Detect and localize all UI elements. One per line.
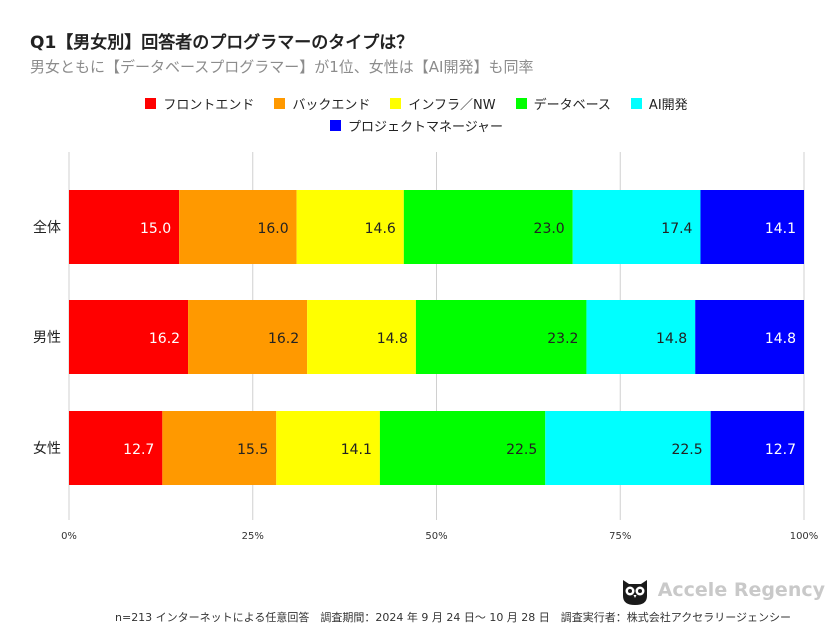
brand-logo: Accele Regency (620, 574, 825, 606)
legend-row-2: プロジェクトマネージャー (0, 116, 833, 135)
bar-segment (415, 300, 587, 374)
bar-segment (179, 190, 297, 264)
bar-segment (710, 411, 804, 485)
data-label: 14.8 (656, 331, 687, 347)
category-label: 女性 (33, 440, 61, 457)
legend-label: フロントエンド (163, 98, 255, 113)
legend-label: バックエンド (292, 98, 371, 113)
chart-title: Q1【男女別】回答者のプログラマーのタイプは？ (30, 33, 414, 53)
x-tick-label: 100% (790, 531, 819, 542)
data-label: 17.4 (661, 221, 692, 237)
legend-swatch (515, 98, 527, 109)
category-label: 全体 (33, 219, 61, 236)
legend-swatch (630, 98, 642, 109)
data-label: 22.5 (671, 442, 702, 458)
bar-segment (403, 190, 573, 264)
bar-segment (700, 190, 804, 264)
data-label: 12.7 (123, 442, 154, 458)
bar-segment (69, 411, 163, 485)
bar-segment (586, 300, 696, 374)
survey-note: n=213 インターネットによる任意回答 調査期間：2024 年 9 月 24 … (115, 611, 792, 624)
legend-label: プロジェクトマネージャー (347, 120, 504, 135)
bar-segment (162, 411, 277, 485)
data-label: 23.0 (534, 221, 565, 237)
bar-segment (572, 190, 701, 264)
data-label: 16.2 (268, 331, 299, 347)
bar-segment (69, 300, 189, 374)
data-label: 14.6 (365, 221, 396, 237)
data-label: 16.2 (149, 331, 180, 347)
legend-swatch (329, 120, 341, 131)
legend-swatch (390, 98, 402, 109)
data-label: 15.5 (237, 442, 268, 458)
legend-label: AI開発 (648, 98, 688, 113)
data-label: 14.8 (377, 331, 408, 347)
legend-item: インフラ／NW (390, 94, 496, 113)
data-label: 23.2 (547, 331, 578, 347)
bar-segment (307, 300, 416, 374)
data-label: 14.8 (765, 331, 796, 347)
legend-item: フロントエンド (145, 94, 254, 113)
bar-segment (379, 411, 546, 485)
data-label: 15.0 (140, 221, 171, 237)
x-tick-label: 50% (425, 531, 447, 542)
bar-segment (695, 300, 804, 374)
legend-swatch (274, 98, 286, 109)
legend-item: バックエンド (274, 94, 370, 113)
legend-label: インフラ／NW (408, 98, 496, 113)
legend-row-1: フロントエンド バックエンド インフラ／NW データベース AI開発 (0, 94, 833, 113)
legend-item: AI開発 (630, 94, 688, 113)
bar-segment (276, 411, 380, 485)
legend-item: データベース (515, 94, 611, 113)
data-label: 16.0 (257, 221, 288, 237)
bar-segment (296, 190, 404, 264)
brand-name: Accele Regency (657, 579, 825, 601)
category-label: 男性 (33, 330, 61, 346)
chart-subtitle: 男女ともに【データベースプログラマー】が1位、女性は【AI開発】も同率 (30, 58, 534, 76)
x-tick-label: 0% (61, 531, 77, 542)
data-label: 14.1 (341, 442, 372, 458)
owl-icon (622, 580, 647, 605)
legend-item: プロジェクトマネージャー (329, 116, 504, 135)
data-label: 22.5 (506, 442, 537, 458)
bar-segment (188, 300, 308, 374)
data-label: 14.1 (765, 221, 796, 237)
x-tick-label: 25% (242, 531, 264, 542)
data-label: 12.7 (765, 442, 796, 458)
x-tick-label: 75% (609, 531, 631, 542)
bars: 15.0 16.0 14.6 23.0 17.4 14.1 16.2 16.2 14.8 23.2… (69, 190, 804, 485)
x-tick-labels: 0% 25% 50% 75% 100% (61, 531, 818, 542)
bar-segment (69, 190, 180, 264)
legend-label: データベース (533, 98, 611, 113)
legend-swatch (145, 98, 157, 109)
bar-segment (545, 411, 711, 485)
